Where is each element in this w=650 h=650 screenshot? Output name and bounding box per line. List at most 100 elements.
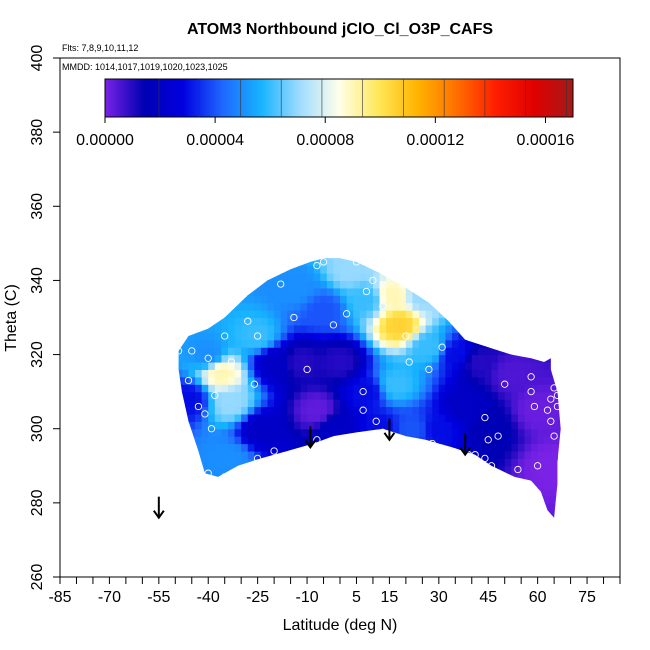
field-cell bbox=[550, 258, 559, 259]
field-cell bbox=[445, 443, 453, 452]
observation-point bbox=[530, 402, 539, 411]
field-cell bbox=[201, 510, 209, 518]
field-cell bbox=[195, 421, 203, 430]
field-cell bbox=[379, 347, 387, 356]
field-cell bbox=[372, 495, 381, 504]
field-cell bbox=[399, 473, 407, 482]
field-cell bbox=[372, 376, 381, 385]
field-cell bbox=[386, 258, 394, 259]
field-cell bbox=[458, 502, 466, 511]
field-cell bbox=[550, 324, 559, 333]
field-cell bbox=[247, 399, 255, 408]
field-cell bbox=[544, 361, 552, 370]
field-cell bbox=[234, 376, 242, 385]
field-cell bbox=[293, 295, 302, 304]
field-cell bbox=[214, 458, 223, 467]
field-cell bbox=[399, 258, 407, 267]
observation-point bbox=[359, 406, 367, 414]
observation-point bbox=[514, 465, 522, 474]
field-cell bbox=[399, 443, 407, 452]
field-cell bbox=[491, 428, 499, 437]
field-cell bbox=[340, 302, 348, 311]
field-cell bbox=[181, 510, 190, 518]
field-cell bbox=[293, 473, 302, 482]
field-cell bbox=[181, 384, 190, 393]
field-cell bbox=[346, 339, 354, 348]
field-cell bbox=[260, 458, 269, 467]
field-cell bbox=[188, 332, 196, 341]
field-cell bbox=[201, 488, 209, 497]
field-cell bbox=[353, 369, 361, 378]
field-cell bbox=[188, 287, 196, 296]
field-cell bbox=[260, 450, 269, 459]
field-cell bbox=[484, 310, 493, 319]
field-cell bbox=[465, 258, 473, 259]
field-cell bbox=[438, 369, 447, 378]
field-cell bbox=[287, 473, 295, 482]
field-cell bbox=[267, 369, 275, 378]
field-cell bbox=[491, 339, 499, 348]
field-cell bbox=[221, 332, 229, 341]
field-cell bbox=[300, 458, 308, 467]
field-cell bbox=[214, 465, 223, 474]
field-cell bbox=[425, 280, 433, 289]
field-cell bbox=[425, 413, 433, 422]
field-cell bbox=[260, 495, 269, 504]
x-tick-label: 75 bbox=[578, 589, 596, 606]
field-cell bbox=[399, 517, 407, 518]
observation-point bbox=[481, 324, 489, 333]
observation-point bbox=[379, 428, 387, 437]
field-cell bbox=[386, 295, 394, 304]
field-cell bbox=[359, 273, 367, 282]
field-cell bbox=[379, 436, 387, 445]
field-cell bbox=[392, 399, 400, 408]
field-cell bbox=[445, 391, 453, 400]
field-cell bbox=[274, 473, 282, 482]
field-cell bbox=[405, 510, 414, 518]
field-cell bbox=[452, 517, 460, 518]
field-cell bbox=[511, 361, 519, 370]
field-cell bbox=[326, 443, 335, 452]
field-cell bbox=[419, 376, 427, 385]
field-cell bbox=[274, 384, 282, 393]
field-cell bbox=[432, 302, 440, 311]
field-cell bbox=[274, 273, 282, 282]
observation-point bbox=[204, 469, 212, 477]
field-cell bbox=[241, 265, 249, 274]
field-cell bbox=[438, 287, 447, 296]
field-cell bbox=[412, 391, 420, 400]
field-cell bbox=[228, 517, 236, 518]
field-cell bbox=[300, 339, 308, 348]
field-cell bbox=[425, 502, 433, 511]
field-cell bbox=[195, 310, 203, 319]
field-cell bbox=[267, 317, 275, 326]
field-cell bbox=[293, 495, 302, 504]
field-cell bbox=[214, 406, 223, 415]
field-cell bbox=[544, 376, 552, 385]
field-cell bbox=[274, 317, 282, 326]
observation-point bbox=[494, 432, 502, 440]
field-cell bbox=[333, 265, 341, 274]
field-cell bbox=[386, 406, 394, 415]
field-cell bbox=[405, 413, 414, 422]
x-tick-label: 5 bbox=[352, 589, 361, 606]
field-cell bbox=[372, 428, 381, 437]
field-cell bbox=[405, 488, 414, 497]
field-cell bbox=[247, 258, 255, 267]
field-cell bbox=[267, 361, 275, 370]
field-cell bbox=[234, 495, 242, 504]
field-cell bbox=[386, 391, 394, 400]
field-cell bbox=[504, 273, 512, 282]
field-cell bbox=[178, 517, 183, 518]
field-cell bbox=[346, 384, 354, 393]
field-cell bbox=[465, 369, 473, 378]
field-cell bbox=[412, 339, 420, 348]
field-cell bbox=[531, 421, 539, 430]
field-cell bbox=[195, 317, 203, 326]
field-cell bbox=[498, 339, 506, 348]
field-cell bbox=[228, 324, 236, 333]
field-cell bbox=[359, 450, 367, 459]
field-cell bbox=[326, 421, 335, 430]
field-cell bbox=[504, 295, 512, 304]
field-cell bbox=[228, 495, 236, 504]
